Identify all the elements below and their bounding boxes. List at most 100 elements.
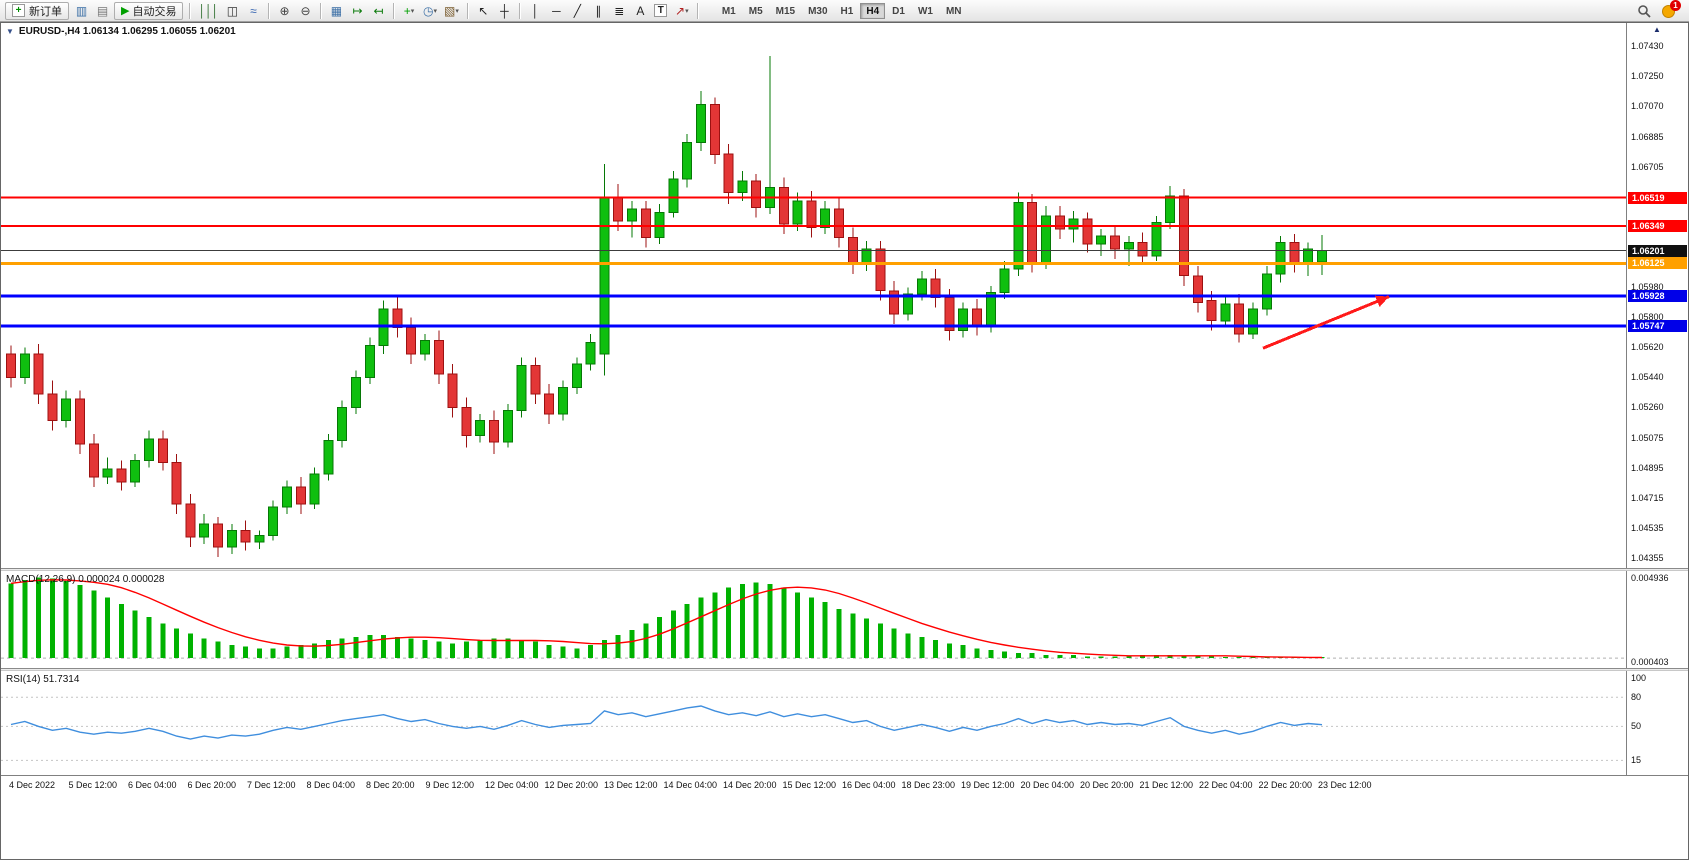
rsi-line — [10, 705, 1323, 740]
price-panel[interactable]: ▲ 1.07430 1.07250 1.07070 1.06885 1.06705 1.0… — [1, 23, 1688, 568]
scale-top-marker-icon: ▲ — [1653, 25, 1661, 34]
candle-body — [696, 103, 706, 144]
price-tick-label: 1.07070 — [1631, 100, 1664, 111]
equidistant-channel-icon[interactable]: ∥ — [595, 3, 601, 18]
time-axis-label: 16 Dec 04:00 — [842, 780, 896, 790]
candle-body — [916, 278, 927, 295]
toolbar-separator — [466, 2, 468, 19]
candle-body — [502, 410, 513, 443]
timeframe-m1-button[interactable]: M1 — [721, 5, 736, 17]
line-chart-icon[interactable]: ≈ — [250, 3, 257, 18]
timeframe-m5-button[interactable]: M5 — [748, 5, 763, 17]
candle-body — [1317, 250, 1327, 263]
candle-body — [627, 208, 637, 222]
candle-body — [33, 353, 44, 395]
timeframe-h1-button[interactable]: H1 — [840, 5, 854, 17]
candle-body — [1261, 273, 1272, 310]
text-icon[interactable]: A — [636, 3, 644, 18]
toolbar-separator — [696, 2, 698, 19]
cursor-icon[interactable]: ↖ — [478, 3, 488, 18]
toolbar-separator — [319, 2, 321, 19]
autotrading-button[interactable]: ▶ 自动交易 — [114, 1, 184, 20]
toolbar: + 新订单 ▥ ▤ ▶ 自动交易 │││ ◫ ≈ ⊕ ⊖ ▦ ↦ ↤ + ▾ ◷ ▾ ▧ ▾ ↖ ┼ │ ─ ╱ ∥ ≣ A T ↗ ▾ M… — [0, 0, 1689, 22]
candle-body — [185, 503, 196, 538]
price-scale[interactable]: ▲ 1.07430 1.07250 1.07070 1.06885 1.06705 1.0… — [1626, 23, 1688, 568]
auto-scroll-icon[interactable]: ↦ — [352, 3, 362, 18]
indicators-icon[interactable]: + ▾ — [403, 3, 415, 18]
timeframe-m30-button[interactable]: M30 — [808, 5, 828, 17]
candle-body — [571, 363, 582, 388]
tr endline-icon[interactable]: ╱ — [573, 3, 581, 18]
price-tick-label: 1.05075 — [1631, 433, 1664, 444]
trend-arrow-annotation[interactable] — [1262, 295, 1390, 350]
candle-body — [447, 373, 458, 408]
toolbar-right: 1 — [1634, 0, 1685, 20]
panel-splitter[interactable] — [1, 668, 1688, 671]
notifications-button[interactable]: 1 — [1662, 0, 1681, 18]
crosshair-icon[interactable]: ┼ — [500, 3, 508, 18]
text-label-icon[interactable]: T — [651, 2, 671, 20]
time-axis-label: 6 Dec 04:00 — [128, 780, 177, 790]
zoom-in-icon[interactable]: ⊕ — [279, 3, 289, 18]
timeframe-w1-button[interactable]: W1 — [917, 5, 933, 17]
candlestick-chart-icon[interactable]: ◫ — [226, 3, 238, 18]
templates-icon[interactable]: ▧ ▾ — [443, 3, 459, 18]
price-chart[interactable] — [1, 23, 1626, 568]
candle-body — [999, 268, 1010, 293]
macd-chart[interactable] — [1, 571, 1626, 668]
candle-body — [1110, 235, 1120, 250]
collapse-icon[interactable]: ▼ — [6, 27, 14, 36]
timeframe-m15-button[interactable]: M15 — [775, 5, 796, 17]
timeframe-mn-button[interactable]: MN — [945, 5, 962, 17]
periods-icon[interactable]: ◷ ▾ — [422, 3, 437, 18]
chart-shift-icon[interactable]: ↤ — [373, 3, 383, 18]
rsi-scale[interactable]: 100 80 50 15 — [1626, 671, 1688, 775]
candle-body — [1123, 242, 1134, 250]
timeframe-h4-button[interactable]: H4 — [860, 2, 886, 19]
rsi-scale-label: 50 — [1631, 721, 1642, 732]
profiles-icon[interactable]: ▤ — [96, 3, 108, 18]
vertical-line-icon[interactable]: │ — [531, 3, 539, 18]
resistance-line-2-badge: 1.06349 — [1628, 219, 1687, 232]
macd-scale[interactable]: 0.004936 0.000403 — [1626, 571, 1688, 668]
candle-body — [737, 180, 748, 194]
toolbar-buttons: + 新订单 ▥ ▤ ▶ 自动交易 │││ ◫ ≈ ⊕ ⊖ ▦ ↦ ↤ + ▾ ◷ ▾ ▧ ▾ ↖ ┼ │ ─ ╱ ∥ ≣ A T ↗ ▾ — [4, 1, 702, 20]
candle-body — [1165, 195, 1176, 223]
rsi-scale-label: 15 — [1631, 755, 1642, 766]
candle-body — [792, 200, 803, 225]
charts-window-icon[interactable]: ▥ — [75, 3, 87, 18]
time-axis-label: 6 Dec 20:00 — [187, 780, 237, 790]
new-order-button[interactable]: + 新订单 — [5, 1, 69, 20]
arrows-tool-icon[interactable]: ↗ ▾ — [675, 3, 689, 18]
candle-body — [640, 208, 651, 238]
panel-splitter[interactable] — [1, 568, 1688, 571]
macd-signal-line — [10, 579, 1323, 659]
horizontal-lines[interactable] — [1, 196, 1626, 328]
candle-body — [130, 460, 141, 483]
candle-body — [558, 386, 568, 415]
candle-body — [157, 438, 168, 463]
timeframe-d1-button[interactable]: D1 — [892, 5, 905, 17]
macd-panel[interactable]: 0.004936 0.000403 MACD(12,26,9) 0.000024 … — [1, 571, 1688, 668]
zoom-out-icon[interactable]: ⊖ — [300, 3, 310, 18]
bar-chart-icon[interactable]: │││ — [198, 3, 218, 18]
rsi-scale-label: 100 — [1631, 672, 1647, 683]
time-axis-label: 23 Dec 12:00 — [1318, 780, 1372, 790]
price-tick-label: 1.05800 — [1631, 312, 1664, 323]
candle-body — [516, 365, 527, 412]
rsi-panel[interactable]: 100 80 50 15 RSI(14) 51.7314 — [1, 671, 1688, 775]
candle-body — [1220, 303, 1231, 322]
candle-body — [723, 153, 734, 193]
rsi-chart[interactable] — [1, 671, 1626, 775]
search-button[interactable] — [1634, 2, 1654, 20]
candle-body — [903, 293, 913, 315]
macd-histogram — [8, 577, 1325, 659]
time-axis[interactable]: 4 Dec 2022 5 Dec 12:00 6 Dec 04:00 6 Dec 20… — [1, 775, 1688, 797]
horizontal-line-icon[interactable]: ─ — [552, 3, 560, 18]
fibonacci-icon[interactable]: ≣ — [614, 3, 624, 18]
toolbar-separator — [392, 2, 394, 19]
candle-body — [599, 197, 610, 355]
macd-label: MACD(12,26,9) 0.000024 0.000028 — [6, 574, 165, 585]
tile-windows-icon[interactable]: ▦ — [330, 3, 342, 18]
timeframe-toolbar: M1 M5 M15 M30 H1 H4 D1 W1 MN — [716, 2, 968, 19]
